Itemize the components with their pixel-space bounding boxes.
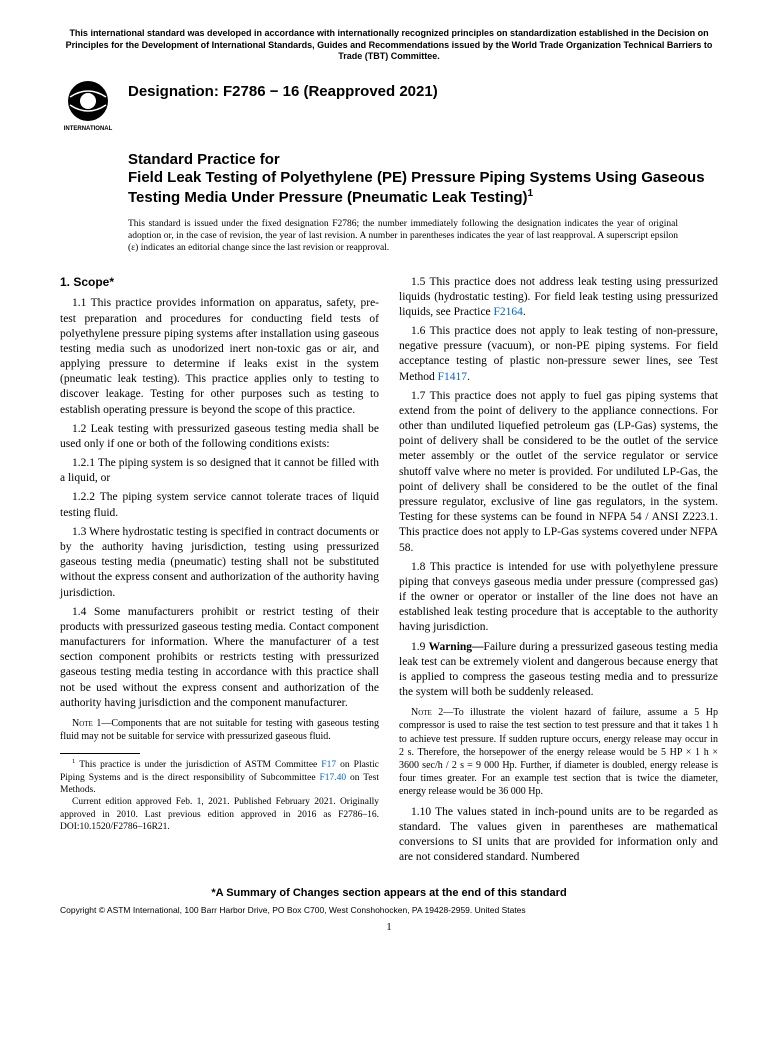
note-label: Note xyxy=(72,718,96,729)
title-main: Field Leak Testing of Polyethylene (PE) … xyxy=(128,169,718,208)
footnote-1: 1 This practice is under the jurisdictio… xyxy=(60,758,379,796)
left-column: 1. Scope* 1.1 This practice provides inf… xyxy=(60,275,379,870)
para-1-6: 1.6 This practice does not apply to leak… xyxy=(399,324,718,385)
para-1-3: 1.3 Where hydrostatic testing is specifi… xyxy=(60,525,379,601)
para-1-2-2: 1.2.2 The piping system service cannot t… xyxy=(60,490,379,520)
section-heading: 1. Scope* xyxy=(60,275,379,291)
subcommittee-link[interactable]: F17.40 xyxy=(319,773,346,783)
para-1-5: 1.5 This practice does not address leak … xyxy=(399,275,718,321)
para-1-2-1: 1.2.1 The piping system is so designed t… xyxy=(60,456,379,486)
p1-5-a: 1.5 This practice does not address leak … xyxy=(399,276,718,318)
title-block: Standard Practice for Field Leak Testing… xyxy=(128,151,718,208)
note-2-text: 2—To illustrate the violent hazard of fa… xyxy=(399,707,718,797)
document-page: This international standard was develope… xyxy=(0,0,778,953)
para-1-4: 1.4 Some manufacturers prohibit or restr… xyxy=(60,605,379,711)
note-1: Note 1—Components that are not suitable … xyxy=(60,717,379,743)
top-notice: This international standard was develope… xyxy=(60,28,718,63)
para-1-9: 1.9 Warning—Failure during a pressurized… xyxy=(399,640,718,701)
astm-logo-icon: INTERNATIONAL xyxy=(60,77,116,133)
header-row: INTERNATIONAL Designation: F2786 − 16 (R… xyxy=(60,77,718,133)
practice-link-f2164[interactable]: F2164 xyxy=(494,306,523,318)
footer-copyright: Copyright © ASTM International, 100 Barr… xyxy=(60,905,718,915)
title-text: Field Leak Testing of Polyethylene (PE) … xyxy=(128,169,705,206)
p1-6-b: . xyxy=(467,371,470,383)
note-label-2: Note xyxy=(411,707,438,718)
title-prefix: Standard Practice for xyxy=(128,151,718,168)
footer-changes: *A Summary of Changes section appears at… xyxy=(60,887,718,899)
page-number: 1 xyxy=(60,921,718,933)
para-1-1: 1.1 This practice provides information o… xyxy=(60,296,379,417)
issuance-note: This standard is issued under the fixed … xyxy=(128,218,678,255)
fn1-a: This practice is under the jurisdiction … xyxy=(75,760,321,770)
right-column: 1.5 This practice does not address leak … xyxy=(399,275,718,870)
footnote-1-edition: Current edition approved Feb. 1, 2021. P… xyxy=(60,796,379,833)
title-superscript: 1 xyxy=(528,188,534,199)
p1-9-lead: 1.9 xyxy=(411,641,429,653)
para-1-8: 1.8 This practice is intended for use wi… xyxy=(399,560,718,636)
body-columns: 1. Scope* 1.1 This practice provides inf… xyxy=(60,275,718,870)
method-link-f1417[interactable]: F1417 xyxy=(438,371,467,383)
footnote-rule xyxy=(60,753,140,754)
warning-label: Warning— xyxy=(429,641,484,653)
designation: Designation: F2786 − 16 (Reapproved 2021… xyxy=(128,77,438,100)
note-1-text: 1—Components that are not suitable for t… xyxy=(60,718,379,742)
committee-link[interactable]: F17 xyxy=(321,760,336,770)
para-1-2: 1.2 Leak testing with pressurized gaseou… xyxy=(60,422,379,452)
note-2: Note 2—To illustrate the violent hazard … xyxy=(399,706,718,798)
p1-5-b: . xyxy=(523,306,526,318)
para-1-10: 1.10 The values stated in inch-pound uni… xyxy=(399,805,718,866)
svg-text:INTERNATIONAL: INTERNATIONAL xyxy=(64,126,113,132)
para-1-7: 1.7 This practice does not apply to fuel… xyxy=(399,389,718,556)
